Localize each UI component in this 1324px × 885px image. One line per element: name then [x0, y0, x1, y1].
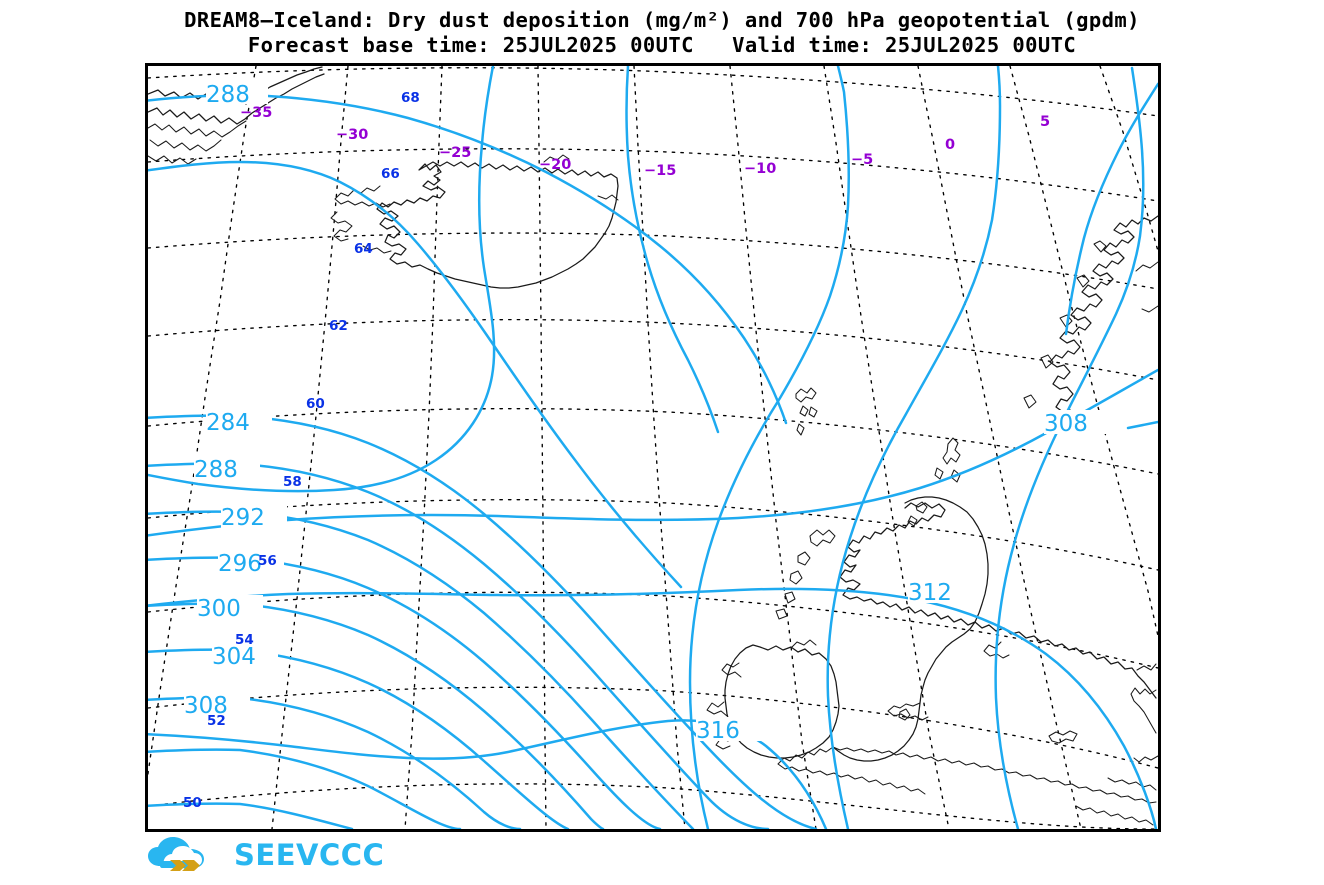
chart-title-block: DREAM8—Iceland: Dry dust deposition (mg/… — [0, 8, 1324, 58]
latitude-label: 50 — [183, 795, 202, 811]
contour-northeast-1 — [994, 66, 1145, 829]
contour-label: 288 — [194, 457, 238, 483]
coastline-continental-europe — [1075, 777, 1157, 826]
contour-316 — [148, 719, 828, 829]
cloud-icon — [148, 837, 204, 871]
coastline-iceland — [330, 154, 619, 289]
longitude-label: −30 — [336, 127, 368, 143]
latitude-label: 62 — [329, 318, 348, 334]
graticule-meridians — [148, 66, 1158, 829]
contour-label: 292 — [221, 505, 265, 531]
contour-west-arc-2 — [148, 802, 354, 829]
latitude-label-group: 68 66 64 62 60 58 56 54 52 50 — [183, 90, 420, 811]
contour-label: 296 — [218, 551, 262, 577]
longitude-label: −25 — [439, 145, 471, 161]
weather-map: 288 284 288 292 296 300 304 308 308 312 … — [148, 66, 1158, 829]
coastline-france — [777, 746, 926, 795]
latitude-label: 60 — [306, 396, 325, 412]
title-line-2: Forecast base time: 25JUL2025 00UTC Vali… — [247, 33, 1077, 57]
longitude-label: −10 — [744, 161, 776, 177]
coastline-norway — [1023, 215, 1158, 418]
contour-ne-corner — [1126, 420, 1158, 430]
latitude-label: 58 — [283, 474, 302, 490]
longitude-label: −15 — [644, 163, 676, 179]
coastline-isle-of-man — [898, 708, 911, 721]
contour-label: 284 — [206, 410, 250, 436]
coastline-england-wales — [832, 621, 1157, 804]
latitude-label: 52 — [207, 713, 226, 729]
contour-label: 316 — [696, 718, 740, 744]
contour-label-group: 288 284 288 292 296 300 304 308 308 312 … — [184, 80, 1110, 744]
longitude-label: −20 — [539, 157, 571, 173]
seevccc-logo-text: SEEVCCC — [234, 838, 385, 872]
longitude-label: 0 — [945, 137, 955, 153]
contour-308-east — [148, 368, 1158, 537]
contour-label: 312 — [908, 580, 952, 606]
contour-label: 308 — [1044, 411, 1088, 437]
contour-label: 308 — [184, 693, 228, 719]
longitude-label: 5 — [1040, 114, 1050, 130]
longitude-label: −35 — [240, 105, 272, 121]
map-panel: 288 284 288 292 296 300 304 308 308 312 … — [145, 63, 1161, 832]
latitude-label: 64 — [354, 241, 373, 257]
contour-312 — [148, 587, 1158, 829]
contour-central-vertical — [688, 66, 851, 829]
contour-west-arc-1 — [148, 748, 462, 829]
coastline-faroe-islands — [795, 387, 818, 436]
contour-upper-arc — [148, 160, 683, 589]
coastline-orkney — [907, 501, 928, 527]
latitude-label: 56 — [258, 553, 277, 569]
contour-label: 304 — [212, 644, 256, 670]
contour-label: 288 — [206, 82, 250, 108]
title-line-1: DREAM8—Iceland: Dry dust deposition (mg/… — [184, 8, 1140, 32]
latitude-label: 54 — [235, 632, 254, 648]
contour-iceland-east — [625, 66, 720, 434]
contour-label: 300 — [197, 596, 241, 622]
longitude-label: −5 — [851, 152, 873, 168]
latitude-label: 68 — [401, 90, 420, 106]
coastline-hebrides — [775, 529, 836, 620]
longitude-label-group: −35 −30 −25 −20 −15 −10 −5 0 5 — [240, 105, 1050, 179]
graticule-parallels — [148, 67, 1158, 829]
contour-far-northeast — [1064, 82, 1158, 336]
seevccc-logo[interactable] — [146, 836, 406, 880]
contour-northeast-2 — [826, 66, 1002, 829]
coastline-scotland — [839, 496, 989, 626]
latitude-label: 66 — [381, 166, 400, 182]
contour-iceland-west-bulge — [148, 66, 496, 493]
coastline-denmark — [1130, 687, 1158, 763]
